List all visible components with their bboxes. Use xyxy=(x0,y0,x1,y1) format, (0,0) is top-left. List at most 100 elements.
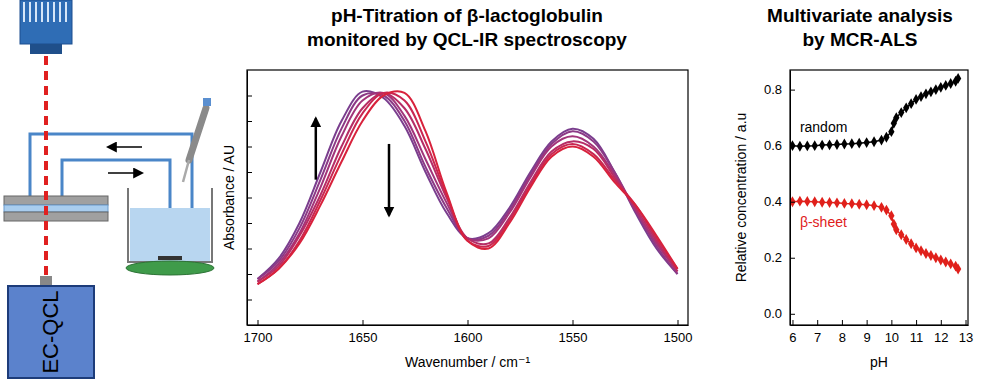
data-point xyxy=(878,202,884,213)
data-point xyxy=(938,255,944,266)
data-point xyxy=(933,252,939,263)
x-tick-mark xyxy=(363,320,364,325)
pipette-tip xyxy=(183,160,189,182)
data-point xyxy=(913,243,919,254)
title-line: pH-Titration of β-lactoglobulin xyxy=(331,5,603,26)
y-tick-mark xyxy=(247,147,252,148)
data-point xyxy=(923,248,929,259)
detector-fin xyxy=(41,2,43,22)
series-line xyxy=(792,201,958,269)
x-axis: 6 7 8 9 10 11 12 13 xyxy=(789,320,973,345)
x-tick-mark xyxy=(916,320,917,325)
beaker xyxy=(128,188,212,262)
data-point xyxy=(864,137,870,148)
plot-frame xyxy=(790,70,968,325)
x-tick-label: 1700 xyxy=(244,330,273,345)
y-tick xyxy=(247,96,252,97)
y-tick xyxy=(247,147,252,148)
trend-arrow xyxy=(315,118,318,179)
x-axis-line xyxy=(791,325,969,326)
x-tick: 13 xyxy=(959,320,973,345)
x-tick: 8 xyxy=(839,320,846,345)
plot-area xyxy=(790,73,961,274)
data-point xyxy=(864,199,870,210)
y-tick xyxy=(247,223,252,224)
y-axis xyxy=(247,71,252,326)
y-axis-title: Absorbance / AU xyxy=(221,145,237,250)
x-tick-label: 6 xyxy=(789,330,796,345)
data-point xyxy=(804,141,810,152)
setup-schematic: EC-QCL xyxy=(4,0,214,378)
x-tick-label: 9 xyxy=(864,330,871,345)
y-tick-mark xyxy=(790,146,795,147)
title-line: Multivariate analysis xyxy=(767,5,953,26)
flow-arrow xyxy=(108,172,142,174)
detector-fin xyxy=(53,2,55,22)
chart-title: pH-Titration of β-lactoglobulinmonitored… xyxy=(307,5,627,50)
data-point xyxy=(797,196,803,207)
y-tick-mark xyxy=(247,223,252,224)
x-tick-mark xyxy=(573,320,574,325)
data-point xyxy=(918,91,924,102)
data-point xyxy=(812,140,818,151)
y-tick: 0.0 xyxy=(764,306,795,321)
x-tick-mark xyxy=(678,320,679,325)
data-point xyxy=(918,245,924,256)
y-tick-mark xyxy=(790,258,795,259)
data-point xyxy=(913,94,919,105)
chart-panel: pH-Titration of β-lactoglobulinmonitored… xyxy=(221,5,692,370)
y-tick-mark xyxy=(247,198,252,199)
x-tick-label: 1500 xyxy=(664,330,693,345)
detector-fin xyxy=(35,2,37,22)
data-point xyxy=(948,258,954,269)
series-label: random xyxy=(800,119,847,135)
data-point xyxy=(819,197,825,208)
beaker-liquid xyxy=(130,208,210,261)
data-point xyxy=(933,84,939,95)
x-axis: 1700 1650 1600 1550 1500 xyxy=(244,320,693,345)
y-tick-mark xyxy=(247,274,252,275)
plot-frame xyxy=(247,70,688,325)
y-tick xyxy=(247,198,252,199)
data-point xyxy=(878,135,884,146)
y-axis-line xyxy=(790,71,791,326)
x-tick-mark xyxy=(941,320,942,325)
y-axis: 0.00.20.40.60.8 xyxy=(764,71,795,326)
x-tick-label: 7 xyxy=(814,330,821,345)
x-tick: 1550 xyxy=(559,320,588,345)
x-axis-title: pH xyxy=(870,354,888,370)
y-tick-mark xyxy=(247,300,252,301)
x-tick-label: 1600 xyxy=(454,330,483,345)
y-tick: 0.6 xyxy=(764,138,795,153)
detector-fin xyxy=(47,2,49,22)
data-point xyxy=(883,205,889,216)
x-tick-mark xyxy=(817,320,818,325)
laser-connector xyxy=(40,276,52,286)
x-tick-label: 1650 xyxy=(349,330,378,345)
x-tick-label: 13 xyxy=(959,330,973,345)
x-tick-mark xyxy=(258,320,259,325)
x-tick: 1600 xyxy=(454,320,483,345)
data-point xyxy=(841,139,847,150)
data-point xyxy=(893,224,899,235)
data-point xyxy=(923,88,929,99)
y-tick-mark xyxy=(790,202,795,203)
chart-panel: Multivariate analysisby MCR-ALS678910111… xyxy=(733,5,973,370)
detector-fin xyxy=(29,2,31,22)
figure: EC-QCL pH-Titration of β-lactoglobulinmon… xyxy=(0,0,987,382)
y-tick xyxy=(247,121,252,122)
y-tick xyxy=(247,300,252,301)
y-tick xyxy=(247,249,252,250)
y-tick-label: 0.2 xyxy=(764,250,782,265)
laser-label: EC-QCL xyxy=(38,290,63,373)
y-tick-label: 0.4 xyxy=(764,194,782,209)
series-line xyxy=(258,93,678,282)
x-tick: 11 xyxy=(910,320,924,345)
x-tick-label: 12 xyxy=(934,330,948,345)
laser-box xyxy=(8,286,94,378)
y-tick-mark xyxy=(790,314,795,315)
laser-beam xyxy=(44,56,48,276)
x-tick-mark xyxy=(966,320,967,325)
x-tick-label: 10 xyxy=(885,330,899,345)
x-tick-mark xyxy=(792,320,793,325)
